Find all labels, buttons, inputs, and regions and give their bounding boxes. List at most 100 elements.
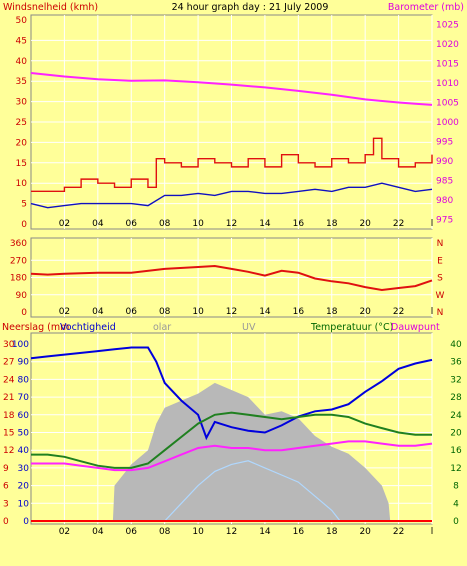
temperature-tick-label: 24	[450, 411, 462, 421]
wind-x-tick-label: 10	[192, 219, 204, 229]
barometer-tick-label: 1020	[436, 40, 459, 50]
compass-tick-label: N	[437, 308, 444, 318]
wind-speed-tick-label: 50	[16, 16, 28, 26]
wind-speed-tick-label: 45	[16, 36, 27, 46]
compass-tick-label: N	[437, 239, 444, 249]
direction-tick-label: 360	[10, 239, 27, 249]
barometer-tick-label: 980	[436, 196, 453, 206]
humidity-axis-title: Vochtigheid	[60, 322, 116, 333]
wind-speed-tick-label: 40	[16, 57, 28, 67]
rain-tick-label: 15	[3, 429, 14, 439]
humidity-tick-label: 80	[18, 375, 30, 385]
header-right-title: Barometer (mb)	[388, 2, 464, 13]
rain-tick-label: 30	[3, 340, 15, 350]
wind-x-tick-label: 16	[293, 219, 305, 229]
header-center-title: 24 hour graph day : 21 July 2009	[172, 2, 329, 13]
temperature-tick-label: 36	[450, 358, 462, 368]
direction-x-tick-label: 06	[126, 307, 138, 317]
humidity-x-tick-label: 10	[192, 527, 204, 537]
wind-x-tick-label: 22	[393, 219, 404, 229]
direction-tick-label: 270	[10, 256, 27, 266]
rain-tick-label: 12	[3, 446, 14, 456]
temperature-tick-label: 8	[453, 482, 459, 492]
direction-x-tick-label: 02	[59, 307, 70, 317]
direction-x-tick-label: 04	[92, 307, 104, 317]
rain-tick-label: 3	[3, 499, 9, 509]
dewpoint-axis-title: Dauwpunt	[391, 322, 440, 333]
direction-x-tick-label: 18	[326, 307, 338, 317]
humidity-x-tick-label: l	[431, 527, 434, 537]
direction-x-tick-label: 16	[293, 307, 305, 317]
wind-x-tick-label: 08	[159, 219, 171, 229]
humidity-x-tick-label: 12	[226, 527, 237, 537]
humidity-x-tick-label: 06	[126, 527, 138, 537]
direction-x-tick-label: 08	[159, 307, 171, 317]
compass-tick-label: E	[437, 256, 443, 266]
wind-x-tick-label: 12	[226, 219, 237, 229]
humidity-x-tick-label: 14	[259, 527, 271, 537]
wind-x-tick-label: 14	[259, 219, 271, 229]
humidity-x-tick-label: 18	[326, 527, 338, 537]
temperature-tick-label: 4	[453, 499, 459, 509]
humidity-tick-label: 20	[18, 482, 30, 492]
humidity-tick-label: 60	[18, 411, 30, 421]
direction-x-tick-label: 14	[259, 307, 271, 317]
direction-x-tick-label: 10	[192, 307, 204, 317]
compass-tick-label: W	[436, 291, 445, 301]
direction-tick-label: 90	[16, 291, 28, 301]
direction-tick-label: 0	[21, 308, 27, 318]
wind-speed-tick-label: 10	[16, 179, 28, 189]
direction-x-tick-label: l	[431, 307, 434, 317]
dewpoint-line	[31, 440, 433, 472]
uv-axis-title: UV	[242, 322, 256, 333]
rain-tick-label: 24	[3, 375, 15, 385]
wind-speed-tick-label: 30	[16, 98, 28, 108]
wind-speed-tick-label: 20	[16, 138, 28, 148]
wind-speed-tick-label: 15	[16, 159, 27, 169]
barometer-tick-label: 995	[436, 137, 453, 147]
wind-speed-tick-label: 5	[21, 200, 27, 210]
humidity-x-tick-label: 22	[393, 527, 404, 537]
humidity-tick-label: 100	[12, 340, 29, 350]
barometer-tick-label: 1000	[436, 118, 459, 128]
temperature-axis-title: Temperatuur (°C)	[310, 322, 393, 333]
barometer-tick-label: 975	[436, 215, 453, 225]
header-left-title: Windsnelheid (kmh)	[3, 2, 98, 13]
barometer-tick-label: 990	[436, 157, 453, 167]
temperature-tick-label: 0	[453, 517, 459, 527]
temperature-tick-label: 28	[450, 393, 462, 403]
humidity-x-tick-label: 02	[59, 527, 70, 537]
wind-x-tick-label: 20	[359, 219, 371, 229]
barometer-tick-label: 1005	[436, 99, 459, 109]
solar-area	[31, 382, 432, 521]
barometer-tick-label: 985	[436, 176, 453, 186]
barometer-line	[30, 72, 433, 106]
wind-speed-tick-label: 35	[16, 77, 27, 87]
wind-gust-line	[31, 137, 433, 193]
humidity-tick-label: 70	[18, 393, 30, 403]
wind-x-tick-label: 06	[126, 219, 138, 229]
humidity-x-tick-label: 20	[359, 527, 371, 537]
barometer-tick-label: 1010	[436, 79, 459, 89]
direction-tick-label: 180	[10, 274, 27, 284]
wind-x-tick-label: 18	[326, 219, 338, 229]
temperature-line	[31, 411, 432, 469]
rain-tick-label: 18	[3, 411, 15, 421]
rain-tick-label: 21	[3, 393, 14, 403]
humidity-tick-label: 10	[18, 499, 30, 509]
temperature-tick-label: 32	[450, 375, 461, 385]
humidity-x-tick-label: 04	[92, 527, 104, 537]
humidity-x-tick-label: 08	[159, 527, 171, 537]
solar-axis-title: olar	[153, 322, 171, 333]
temperature-tick-label: 16	[450, 446, 462, 456]
temperature-tick-label: 40	[450, 340, 462, 350]
temperature-tick-label: 12	[450, 464, 461, 474]
wind-x-tick-label: 02	[59, 219, 70, 229]
chart-marks	[30, 72, 433, 522]
wind-direction-line	[30, 264, 433, 292]
rain-tick-label: 0	[3, 517, 9, 527]
axis-labels: 0510152025303540455097598098599099510001…	[3, 16, 462, 537]
direction-x-tick-label: 22	[393, 307, 404, 317]
direction-x-tick-label: 12	[226, 307, 237, 317]
rain-axis-title: Neerslag (mm	[2, 322, 69, 333]
